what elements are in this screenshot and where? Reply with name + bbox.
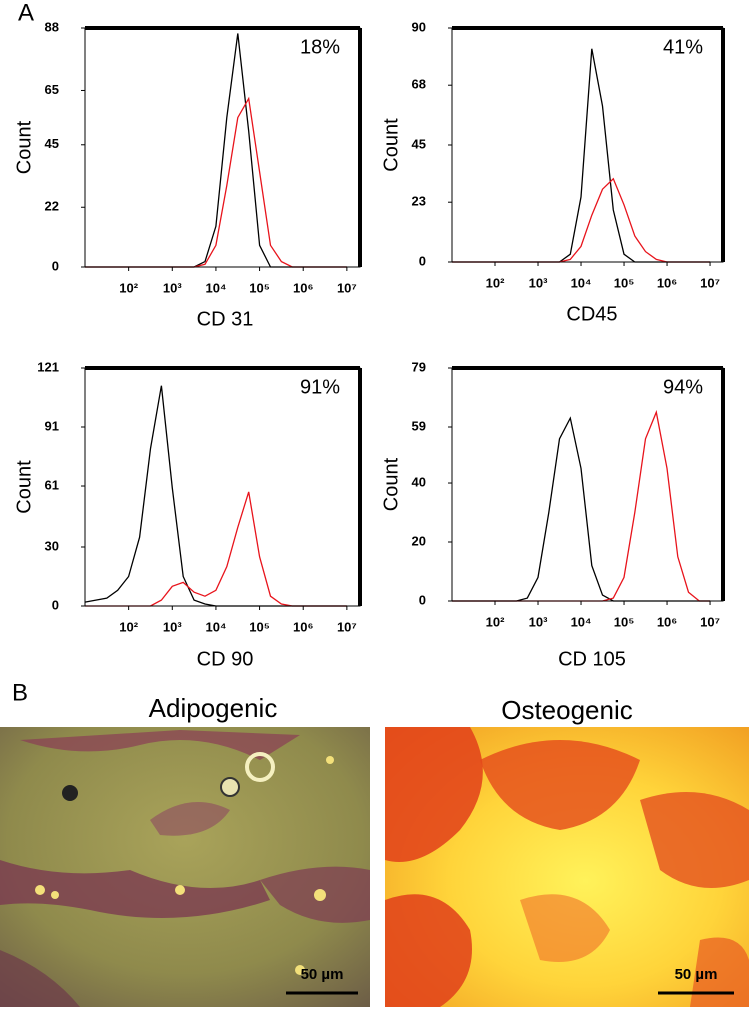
plot-frame bbox=[451, 367, 724, 602]
micrograph-title: Adipogenic bbox=[149, 693, 278, 723]
x-tick-label: 10⁵ bbox=[614, 614, 635, 629]
x-tick-label: 10² bbox=[486, 614, 505, 629]
y-tick-label: 22 bbox=[45, 199, 59, 214]
annotation: 18% bbox=[300, 36, 340, 58]
y-tick-label: 79 bbox=[412, 359, 426, 374]
annotation: 41% bbox=[663, 36, 703, 58]
x-tick-label: 10³ bbox=[163, 619, 182, 634]
y-tick-label: 91 bbox=[45, 418, 59, 433]
x-tick-label: 10⁵ bbox=[614, 275, 635, 290]
micrograph: Adipogenic 50 µm bbox=[0, 693, 370, 1007]
y-tick-label: 0 bbox=[52, 597, 59, 612]
y-tick-label: 40 bbox=[412, 474, 426, 489]
y-tick-label: 61 bbox=[45, 477, 59, 492]
x-tick-label: 10⁴ bbox=[571, 275, 592, 290]
x-tick-label: 10³ bbox=[529, 614, 548, 629]
y-axis-label: Count bbox=[380, 457, 402, 511]
y-axis-label: Count bbox=[13, 120, 35, 174]
x-tick-label: 10⁶ bbox=[293, 619, 313, 634]
y-tick-label: 121 bbox=[37, 359, 59, 374]
histogram-line bbox=[452, 48, 711, 263]
plot-frame bbox=[84, 27, 361, 268]
panel-label: B bbox=[12, 679, 28, 706]
y-axis-label: Count bbox=[13, 460, 35, 514]
panel-label: A bbox=[18, 0, 34, 26]
x-tick-label: 10⁶ bbox=[657, 275, 677, 290]
histogram-line bbox=[85, 491, 347, 607]
x-axis-label: CD45 bbox=[566, 303, 617, 325]
scale-bar-label: 50 µm bbox=[301, 966, 344, 983]
y-tick-label: 0 bbox=[419, 592, 426, 607]
y-tick-label: 68 bbox=[412, 77, 426, 92]
y-tick-label: 20 bbox=[412, 533, 426, 548]
x-axis-label: CD 90 bbox=[197, 648, 254, 670]
x-tick-label: 10⁴ bbox=[205, 280, 226, 295]
x-tick-label: 10⁷ bbox=[337, 619, 357, 634]
x-tick-label: 10⁷ bbox=[700, 614, 720, 629]
y-tick-label: 0 bbox=[52, 258, 59, 273]
y-axis-label: Count bbox=[380, 118, 402, 172]
y-tick-label: 59 bbox=[412, 418, 426, 433]
x-tick-label: 10² bbox=[119, 280, 138, 295]
annotation: 94% bbox=[663, 376, 703, 398]
x-axis-label: CD 31 bbox=[197, 308, 254, 330]
y-tick-label: 45 bbox=[412, 136, 426, 151]
x-tick-label: 10³ bbox=[163, 280, 182, 295]
x-tick-label: 10⁴ bbox=[571, 614, 592, 629]
micrograph: Osteogenic 50 µm bbox=[385, 695, 749, 1007]
x-tick-label: 10⁷ bbox=[700, 275, 720, 290]
annotation: 91% bbox=[300, 376, 340, 398]
y-tick-label: 65 bbox=[45, 82, 59, 97]
histogram-line bbox=[452, 409, 711, 602]
x-tick-label: 10⁵ bbox=[249, 280, 270, 295]
x-tick-label: 10⁵ bbox=[249, 619, 270, 634]
y-tick-label: 0 bbox=[419, 253, 426, 268]
x-tick-label: 10⁶ bbox=[293, 280, 313, 295]
x-axis-label: CD 105 bbox=[558, 648, 626, 670]
x-tick-label: 10² bbox=[119, 619, 138, 634]
y-tick-label: 90 bbox=[412, 19, 426, 34]
x-tick-label: 10⁷ bbox=[337, 280, 357, 295]
y-tick-label: 88 bbox=[45, 19, 59, 34]
x-tick-label: 10⁴ bbox=[205, 619, 226, 634]
histogram-line bbox=[84, 385, 347, 607]
y-tick-label: 30 bbox=[45, 538, 59, 553]
x-tick-label: 10⁶ bbox=[657, 614, 677, 629]
scale-bar-label: 50 µm bbox=[675, 966, 718, 983]
plot-frame bbox=[84, 367, 361, 607]
y-tick-label: 45 bbox=[45, 136, 59, 151]
histogram-line bbox=[85, 33, 347, 268]
x-tick-label: 10³ bbox=[529, 275, 548, 290]
histogram-line bbox=[85, 96, 347, 268]
micrograph-title: Osteogenic bbox=[501, 695, 633, 725]
y-tick-label: 23 bbox=[412, 194, 426, 209]
x-tick-label: 10² bbox=[486, 275, 505, 290]
